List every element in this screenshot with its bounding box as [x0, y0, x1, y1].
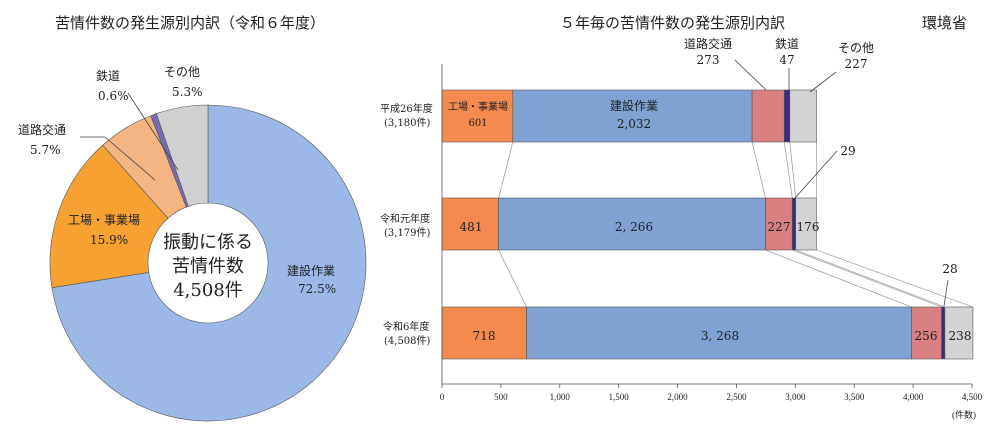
- bar-rail-2014: [783, 89, 791, 143]
- bar-label-factory-2014: 601: [468, 118, 487, 129]
- pie-label-road: 道路交通: [18, 122, 66, 137]
- bar-other-2024: [944, 306, 974, 360]
- callout-rail-2019: 29: [840, 144, 855, 158]
- bar-label-road-2024: 256: [915, 329, 938, 343]
- donut-center-line1: 振動に係る: [163, 232, 253, 253]
- connector-line: [783, 141, 793, 199]
- callout-road-value: 273: [697, 53, 720, 67]
- x-axis: 0 500 1,000 1,500 2,000 2,500 3,000 3,500 4,000 4…: [440, 64, 983, 402]
- x-tick-label: 4,000: [903, 392, 924, 402]
- connector-line: [498, 141, 514, 199]
- connector-line: [498, 249, 527, 308]
- callout-rail-value: 47: [779, 53, 794, 67]
- bar-label-construction-name-2014: 建設作業: [610, 98, 658, 113]
- pie-leader-road-2: [104, 136, 156, 181]
- x-tick-label: 2,000: [667, 392, 688, 402]
- category-label-2014: 平成26年度: [380, 102, 433, 115]
- bar-label-factory-2024: 718: [473, 329, 496, 343]
- x-axis-unit: (件数): [952, 409, 976, 420]
- bar-factory-2019: [441, 197, 499, 251]
- bar-label-factory-2019: 481: [460, 220, 483, 234]
- x-tick-label: 3,000: [785, 392, 806, 402]
- connector-line: [816, 249, 974, 308]
- bar-rail-2024: [941, 306, 946, 360]
- category-sub-2019: (3,179件): [384, 227, 431, 239]
- pie-pct-other: 5.3%: [172, 85, 203, 99]
- callout-leader-road: [734, 59, 767, 91]
- connector-line: [789, 141, 796, 199]
- pie-slice-other: [155, 104, 209, 207]
- pie-title: 苦情件数の発生源別内訳（令和６年度）: [55, 14, 325, 32]
- bar-title: ５年毎の苦情件数の発生源別内訳: [560, 14, 785, 32]
- callout-leader-other: [809, 71, 837, 93]
- pie-slice-factory: [49, 144, 169, 289]
- callout-leader-rail-2024: [943, 279, 949, 307]
- bar-label-other-2019: 176: [797, 220, 820, 234]
- x-tick-label: 500: [494, 392, 508, 402]
- pie-label-rail: 鉄道: [96, 68, 120, 83]
- callout-other-name: その他: [838, 41, 874, 55]
- pie-label-factory: 工場・事業場: [68, 213, 140, 227]
- bar-road-2024: [911, 306, 942, 360]
- donut-center-line2: 苦情件数: [172, 256, 244, 277]
- category-sub-2024: (4,508件): [384, 335, 431, 347]
- connector-line: [795, 249, 946, 308]
- callout-other-value: 227: [845, 57, 868, 71]
- bar-construction-2019: [498, 197, 766, 251]
- donut-center-line3: 4,508件: [173, 280, 243, 301]
- bar-road-2014: [751, 89, 785, 143]
- callout-road-name: 道路交通: [684, 36, 732, 51]
- callout-rail-name: 鉄道: [775, 36, 799, 51]
- pie-pct-factory: 15.9%: [90, 233, 128, 247]
- connector-line: [751, 141, 766, 199]
- x-tick-label: 1,000: [550, 392, 571, 402]
- credit-label: 環境省: [922, 14, 967, 32]
- bar-construction-2024: [526, 306, 912, 360]
- category-label-2019: 令和元年度: [380, 212, 430, 225]
- bar-rail-2019: [791, 197, 796, 251]
- category-sub-2014: (3,180件): [384, 117, 431, 129]
- donut-chart: [49, 104, 367, 422]
- bar-label-construction-2014: 2,032: [617, 117, 651, 131]
- bar-label-construction-2024: 3, 268: [701, 329, 739, 343]
- stacked-bar-chart: [441, 89, 974, 360]
- bar-label-other-2024: 238: [949, 329, 972, 343]
- pie-pct-construction: 72.5%: [298, 282, 336, 296]
- x-tick-label: 4,500: [962, 392, 983, 402]
- pie-label-other: その他: [164, 65, 200, 79]
- bar-label-road-2019: 227: [768, 220, 791, 234]
- callout-leader-rail-2019: [794, 150, 838, 199]
- pie-slice-construction: [51, 104, 367, 422]
- bar-construction-2014: [512, 89, 753, 143]
- bar-factory-2024: [441, 306, 527, 360]
- pie-pct-road: 5.7%: [30, 143, 61, 157]
- x-tick-label: 3,500: [844, 392, 865, 402]
- bar-label-construction-2019: 2, 266: [615, 220, 653, 234]
- pie-pct-rail: 0.6%: [98, 89, 129, 103]
- bar-road-2019: [765, 197, 793, 251]
- category-label-2024: 令和6年度: [383, 320, 429, 333]
- bar-other-2019: [795, 197, 817, 251]
- pie-leader-rail: [127, 92, 179, 171]
- bar-factory-2014: [441, 89, 514, 143]
- x-tick-label: 1,500: [609, 392, 630, 402]
- bar-other-2014: [789, 89, 817, 143]
- x-tick-label: 0: [440, 392, 445, 402]
- x-tick-label: 2,500: [726, 392, 747, 402]
- pie-label-construction: 建設作業: [287, 263, 335, 278]
- callout-rail-2024: 28: [942, 262, 957, 276]
- connector-line: [765, 249, 912, 308]
- bar-label-factory-name-2014: 工場・事業場: [448, 100, 508, 113]
- connector-line: [792, 249, 942, 308]
